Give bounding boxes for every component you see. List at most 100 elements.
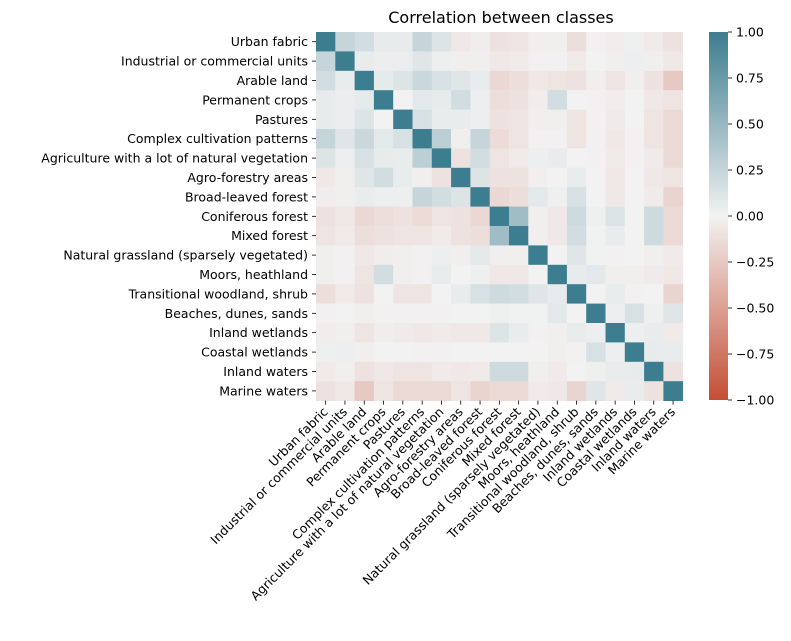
heatmap-cell: [393, 342, 413, 363]
heatmap-cell: [373, 129, 394, 149]
heatmap-cell: [624, 303, 645, 324]
heatmap-cell: [354, 70, 375, 91]
heatmap-cell: [316, 129, 336, 149]
heatmap-cell: [644, 32, 664, 52]
heatmap-cell: [528, 361, 548, 382]
heatmap-cell: [373, 187, 394, 207]
heatmap-cell: [316, 109, 336, 130]
heatmap-cell: [605, 51, 626, 72]
heatmap-cell: [316, 187, 336, 207]
heatmap-cell: [509, 206, 529, 227]
heatmap-cell: [528, 206, 548, 227]
heatmap-cell: [566, 361, 587, 382]
heatmap-cell: [605, 70, 626, 91]
heatmap-cell: [509, 109, 529, 130]
heatmap-cell: [354, 342, 375, 363]
heatmap-cell: [470, 245, 491, 266]
heatmap-cell: [412, 226, 433, 246]
heatmap-cell: [547, 90, 568, 110]
heatmap-cell: [354, 245, 375, 266]
heatmap-cell: [489, 187, 510, 207]
heatmap-cell: [335, 148, 355, 169]
heatmap-cell: [566, 284, 587, 304]
colorbar-tick-label: −0.75: [736, 347, 774, 362]
heatmap-cell: [644, 187, 664, 207]
heatmap-cell: [393, 109, 413, 130]
heatmap-cell: [586, 90, 606, 110]
heatmap-cell: [586, 206, 606, 227]
heatmap-cell: [470, 264, 491, 285]
heatmap-cell: [470, 167, 491, 188]
heatmap-cell: [451, 32, 471, 52]
heatmap-cell: [451, 109, 471, 130]
heatmap-cell: [431, 167, 452, 188]
heatmap-cell: [528, 284, 548, 304]
heatmap-cell: [644, 361, 664, 382]
colorbar-tick-label: 0.00: [736, 209, 764, 224]
heatmap-cell: [451, 70, 471, 91]
heatmap-cell: [354, 226, 375, 246]
heatmap-cell: [316, 148, 336, 169]
heatmap-cell: [644, 148, 664, 169]
heatmap-cell: [489, 51, 510, 72]
heatmap-cell: [412, 206, 433, 227]
heatmap-cell: [509, 51, 529, 72]
heatmap-cell: [451, 51, 471, 72]
colorbar-tick-label: 0.50: [736, 117, 764, 132]
heatmap-cell: [335, 206, 355, 227]
heatmap-cell: [470, 32, 491, 52]
heatmap-cell: [644, 264, 664, 285]
heatmap-cell: [451, 264, 471, 285]
heatmap-cell: [393, 51, 413, 72]
heatmap-cell: [451, 90, 471, 110]
heatmap-cell: [566, 187, 587, 207]
heatmap-cell: [412, 167, 433, 188]
heatmap-cell: [624, 51, 645, 72]
heatmap-cell: [393, 90, 413, 110]
heatmap-cell: [509, 381, 529, 401]
y-tick-label: Industrial or commercial units: [121, 54, 308, 69]
heatmap-cell: [509, 303, 529, 324]
heatmap-cell: [470, 109, 491, 130]
y-tick-label: Agro-forestry areas: [187, 170, 308, 185]
heatmap-cell: [354, 361, 375, 382]
heatmap-cell: [451, 361, 471, 382]
heatmap-cell: [373, 51, 394, 72]
heatmap-cell: [547, 206, 568, 227]
colorbar-tick-label: 0.25: [736, 163, 764, 178]
heatmap-cell: [335, 167, 355, 188]
heatmap-cell: [431, 129, 452, 149]
heatmap-cell: [586, 129, 606, 149]
heatmap-cell: [412, 245, 433, 266]
heatmap-cell: [431, 90, 452, 110]
heatmap-cell: [470, 206, 491, 227]
y-tick-label: Arable land: [237, 73, 308, 88]
heatmap-cell: [489, 148, 510, 169]
heatmap-cell: [393, 70, 413, 91]
heatmap-cell: [431, 303, 452, 324]
heatmap-cell: [624, 32, 645, 52]
heatmap-cell: [586, 187, 606, 207]
heatmap-cell: [547, 129, 568, 149]
heatmap-cell: [605, 264, 626, 285]
heatmap-cell: [644, 226, 664, 246]
heatmap-cell: [644, 284, 664, 304]
heatmap-cell: [451, 323, 471, 343]
heatmap-cell: [605, 361, 626, 382]
heatmap-cell: [509, 284, 529, 304]
y-tick-label: Mixed forest: [231, 228, 308, 243]
heatmap-cell: [605, 303, 626, 324]
heatmap-cell: [431, 226, 452, 246]
heatmap-cell: [663, 90, 684, 110]
heatmap-cell: [663, 167, 684, 188]
heatmap-cell: [335, 70, 355, 91]
heatmap-cell: [528, 381, 548, 401]
heatmap-cell: [335, 303, 355, 324]
heatmap-cell: [316, 361, 336, 382]
heatmap-cell: [624, 264, 645, 285]
heatmap-cell: [644, 342, 664, 363]
heatmap-cell: [586, 342, 606, 363]
heatmap-cell: [644, 51, 664, 72]
heatmap-cell: [393, 245, 413, 266]
heatmap-cell: [489, 381, 510, 401]
